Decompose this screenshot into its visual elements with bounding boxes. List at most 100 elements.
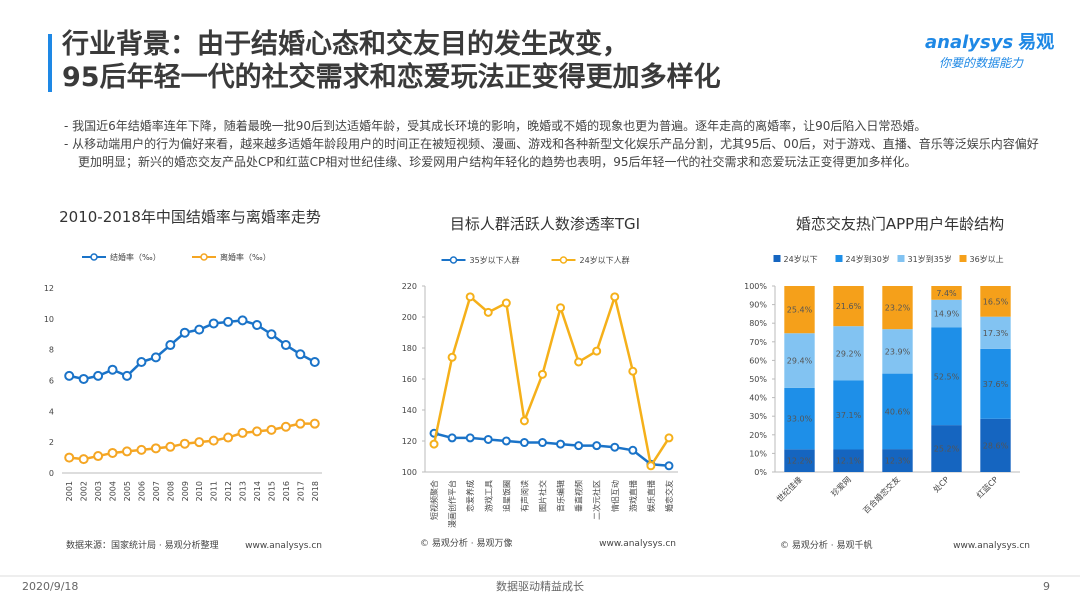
data-label: 17.3%: [983, 329, 1009, 338]
y-tick-label: 20%: [749, 431, 767, 440]
point: [208, 435, 219, 446]
bar-segment: [882, 329, 913, 374]
point: [295, 418, 306, 429]
point: [309, 357, 320, 367]
page-number: 9: [1043, 580, 1050, 593]
bar-segment: [784, 387, 815, 450]
x-tick-label: 有声阅读: [519, 480, 529, 512]
data-label: 40.6%: [885, 407, 911, 416]
point: [280, 421, 291, 432]
data-label: 14.9%: [934, 310, 960, 319]
point: [237, 315, 248, 326]
point: [208, 318, 219, 329]
point: [136, 444, 147, 455]
bar-segment: [882, 373, 913, 450]
point: [574, 441, 584, 451]
point: [165, 340, 176, 351]
bar-segment: [931, 286, 962, 300]
chart-title: 2010-2018年中国结婚率与离婚率走势: [59, 208, 321, 226]
y-tick-label: 8: [49, 346, 54, 355]
point: [223, 316, 234, 327]
point: [628, 445, 638, 455]
data-label: 29.2%: [836, 349, 862, 358]
y-tick-label: 0: [49, 469, 54, 478]
point: [646, 461, 656, 471]
data-label: 25.2%: [934, 445, 960, 454]
data-label: 33.0%: [787, 415, 813, 424]
point: [179, 438, 190, 449]
point: [537, 438, 547, 448]
bar-segment: [784, 286, 815, 334]
data-label: 23.2%: [885, 304, 911, 313]
point: [574, 357, 584, 367]
x-tick-label: 2002: [80, 481, 89, 501]
x-tick-label: 短视频聚合: [429, 480, 439, 520]
data-label: 28.6%: [983, 441, 1009, 450]
point: [465, 433, 475, 443]
bar-segment: [931, 327, 962, 426]
point: [266, 329, 277, 340]
x-tick-label: 百合婚恋交友: [861, 474, 902, 515]
legend-swatch: [897, 255, 905, 262]
legend-label: 36岁以上: [970, 254, 1004, 264]
legend-label: 31岁到35岁: [908, 254, 952, 264]
y-tick-label: 10%: [749, 449, 767, 458]
point: [429, 439, 439, 449]
x-tick-label: 漫画创作平台: [447, 480, 457, 528]
source: © 易观分析 · 易观千帆: [780, 539, 872, 551]
point: [64, 370, 75, 381]
point: [447, 352, 457, 362]
x-tick-label: 2012: [224, 481, 233, 501]
site: www.analysys.cn: [953, 541, 1030, 551]
legend-swatch: [959, 255, 967, 262]
title-line: 行业背景：由于结婚心态和交友目的发生改变，: [62, 29, 629, 60]
x-tick-label: 世纪佳缘: [774, 474, 804, 504]
x-tick-label: 恋爱养成: [465, 480, 475, 512]
legend-label: 24岁以下: [784, 254, 818, 264]
footer-date: 2020/9/18: [22, 580, 78, 593]
x-tick-label: 2007: [152, 481, 161, 501]
point: [64, 452, 75, 463]
x-tick-label: 处CP: [931, 474, 951, 494]
data-label: 12.2%: [787, 457, 813, 466]
point: [150, 443, 161, 454]
x-tick-label: 娱乐直播: [646, 480, 656, 512]
point: [165, 441, 176, 452]
footer-slogan: 数据驱动精益成长: [496, 579, 584, 593]
point: [93, 370, 104, 381]
point: [610, 292, 620, 302]
point: [122, 370, 132, 381]
legend-label: 结婚率（‰）: [110, 252, 161, 262]
point: [223, 432, 234, 443]
y-tick-label: 6: [49, 377, 54, 386]
point: [664, 461, 674, 471]
point: [150, 352, 161, 363]
point: [78, 373, 89, 384]
point: [136, 357, 147, 367]
x-tick-label: 红蓝CP: [974, 474, 1000, 500]
x-tick-label: 音乐编辑: [556, 480, 566, 512]
point: [556, 303, 566, 313]
bar-segment: [980, 286, 1011, 317]
point: [447, 433, 457, 443]
legend-label: 离婚率（‰）: [220, 252, 271, 262]
logo-cn: 易观: [1018, 32, 1055, 53]
y-tick-label: 4: [49, 407, 54, 416]
logo: analysys 易观 你要的数据能力: [925, 28, 1060, 71]
y-tick-label: 30%: [749, 412, 767, 421]
x-tick-label: 情侣互动: [610, 480, 620, 512]
y-tick-label: 100: [402, 468, 417, 477]
source: 数据来源：国家统计局 · 易观分析整理: [66, 539, 219, 551]
data-label: 16.5%: [983, 297, 1009, 306]
point: [252, 320, 262, 330]
tagline: 你要的数据能力: [939, 56, 1024, 70]
point: [309, 418, 320, 429]
bar-segment: [931, 425, 962, 472]
x-tick-label: 追星饭圈: [501, 480, 511, 512]
x-tick-label: 2017: [296, 481, 305, 501]
y-tick-label: 2: [49, 438, 54, 447]
y-tick-label: 0%: [754, 468, 767, 477]
y-tick-label: 200: [402, 313, 417, 322]
x-tick-label: 垂直视频: [574, 480, 584, 512]
